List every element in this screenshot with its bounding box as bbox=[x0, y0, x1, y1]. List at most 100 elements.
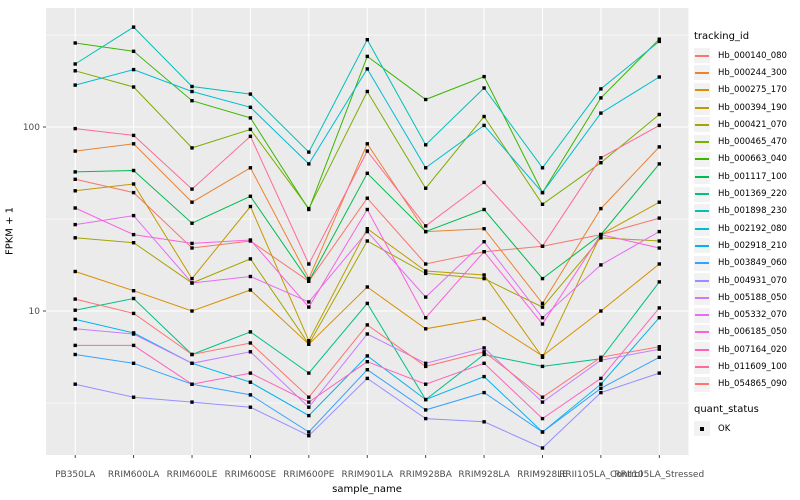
data-point bbox=[365, 368, 369, 372]
legend-key-swatch bbox=[694, 290, 710, 306]
x-tick-label: RRIM600SE bbox=[225, 470, 277, 480]
data-point bbox=[73, 69, 77, 73]
data-point bbox=[307, 430, 311, 434]
x-tick-label: PB350LA bbox=[55, 470, 96, 480]
data-point bbox=[73, 62, 77, 66]
legend-key-swatch bbox=[694, 100, 710, 116]
legend-item-Hb_007164_020: Hb_007164_020 bbox=[694, 341, 800, 358]
data-point bbox=[540, 276, 545, 281]
legend-item-label: Hb_002192_080 bbox=[718, 223, 787, 234]
data-point bbox=[657, 246, 661, 250]
data-point bbox=[131, 289, 136, 293]
data-point bbox=[424, 262, 428, 266]
data-point bbox=[248, 371, 253, 375]
data-point bbox=[599, 87, 603, 91]
legend-key-swatch bbox=[694, 221, 710, 237]
legend-item-Hb_002918_210: Hb_002918_210 bbox=[694, 237, 800, 254]
legend-item-Hb_005188_050: Hb_005188_050 bbox=[694, 289, 800, 306]
legend-key-swatch bbox=[694, 255, 710, 271]
data-point bbox=[73, 222, 77, 227]
data-point bbox=[131, 311, 136, 316]
data-point bbox=[190, 400, 194, 404]
data-point bbox=[190, 89, 194, 94]
data-point bbox=[248, 204, 253, 209]
data-point bbox=[424, 269, 428, 273]
ok-square-icon bbox=[694, 421, 710, 437]
data-point bbox=[365, 38, 369, 42]
x-axis-title: sample_name bbox=[332, 484, 402, 495]
data-point bbox=[307, 276, 311, 281]
x-tick-label: RRII105LA_Stressed bbox=[614, 470, 704, 480]
legend-key-swatch bbox=[694, 151, 710, 167]
data-point bbox=[599, 382, 603, 386]
data-point bbox=[482, 123, 486, 128]
data-point bbox=[657, 112, 661, 117]
data-point bbox=[540, 364, 545, 369]
data-point bbox=[482, 346, 486, 350]
data-point bbox=[73, 83, 77, 87]
data-point bbox=[482, 227, 486, 231]
legend-title-quant-status: quant_status bbox=[694, 403, 759, 415]
data-point bbox=[365, 332, 369, 336]
legend-item-Hb_003849_060: Hb_003849_060 bbox=[694, 255, 800, 272]
data-point bbox=[657, 145, 661, 149]
x-tick-label: RRIM901LA bbox=[342, 470, 394, 480]
legend-item-label: Hb_001369_220 bbox=[718, 189, 787, 200]
legend-item-label: Hb_000394_190 bbox=[718, 102, 787, 113]
data-point bbox=[599, 358, 603, 362]
data-point bbox=[482, 350, 486, 354]
data-point bbox=[73, 327, 77, 331]
data-point bbox=[482, 273, 486, 277]
legend-item-Hb_000275_170: Hb_000275_170 bbox=[694, 82, 800, 99]
data-point bbox=[248, 380, 253, 384]
legend-key-swatch bbox=[694, 82, 710, 98]
legend-item-label: Hb_007164_020 bbox=[718, 344, 787, 355]
y-tick-label: 10 bbox=[29, 307, 41, 317]
data-point bbox=[248, 257, 253, 261]
legend-key-swatch bbox=[694, 376, 710, 392]
data-point bbox=[248, 350, 253, 354]
data-point bbox=[248, 330, 253, 334]
legend-item-label: Hb_003849_060 bbox=[718, 258, 787, 269]
data-point bbox=[424, 316, 428, 320]
x-tick-label: RRIM600LE bbox=[167, 470, 218, 480]
data-point bbox=[657, 239, 661, 243]
data-point bbox=[657, 229, 661, 234]
legend-key-swatch bbox=[694, 342, 710, 358]
data-point bbox=[248, 134, 253, 138]
data-point bbox=[131, 25, 136, 29]
legend: tracking_id Hb_000140_080 Hb_000244_300 Hb… bbox=[694, 31, 800, 437]
data-point bbox=[248, 194, 253, 198]
data-point bbox=[599, 309, 603, 313]
legend-key-swatch bbox=[694, 238, 710, 254]
data-point bbox=[190, 146, 194, 150]
data-point bbox=[73, 126, 77, 131]
legend-item-Hb_001369_220: Hb_001369_220 bbox=[694, 185, 800, 202]
data-point bbox=[540, 446, 545, 450]
data-point bbox=[482, 180, 486, 185]
data-point bbox=[540, 355, 545, 359]
data-point bbox=[248, 288, 253, 292]
x-tick-label: RRIM928BA bbox=[399, 470, 452, 480]
data-point bbox=[190, 281, 194, 285]
data-point bbox=[248, 105, 253, 109]
data-point bbox=[248, 393, 253, 397]
legend-item-label: Hb_000465_470 bbox=[718, 137, 787, 148]
data-point bbox=[540, 301, 545, 306]
data-point bbox=[424, 143, 428, 147]
legend-item-Hb_006185_050: Hb_006185_050 bbox=[694, 324, 800, 341]
data-point bbox=[73, 41, 77, 45]
legend-item-label: Hb_006185_050 bbox=[718, 327, 787, 338]
data-point bbox=[131, 332, 136, 336]
legend-key-swatch bbox=[694, 203, 710, 219]
data-point bbox=[131, 241, 136, 245]
data-point bbox=[190, 241, 194, 246]
data-point bbox=[73, 149, 77, 153]
y-tick-label: 100 bbox=[23, 123, 40, 133]
data-point bbox=[424, 416, 428, 421]
legend-key-swatch bbox=[694, 359, 710, 375]
data-point bbox=[307, 413, 311, 418]
legend-item-Hb_004931_070: Hb_004931_070 bbox=[694, 272, 800, 289]
legend-item-Hb_001898_230: Hb_001898_230 bbox=[694, 203, 800, 220]
data-point bbox=[248, 92, 253, 96]
